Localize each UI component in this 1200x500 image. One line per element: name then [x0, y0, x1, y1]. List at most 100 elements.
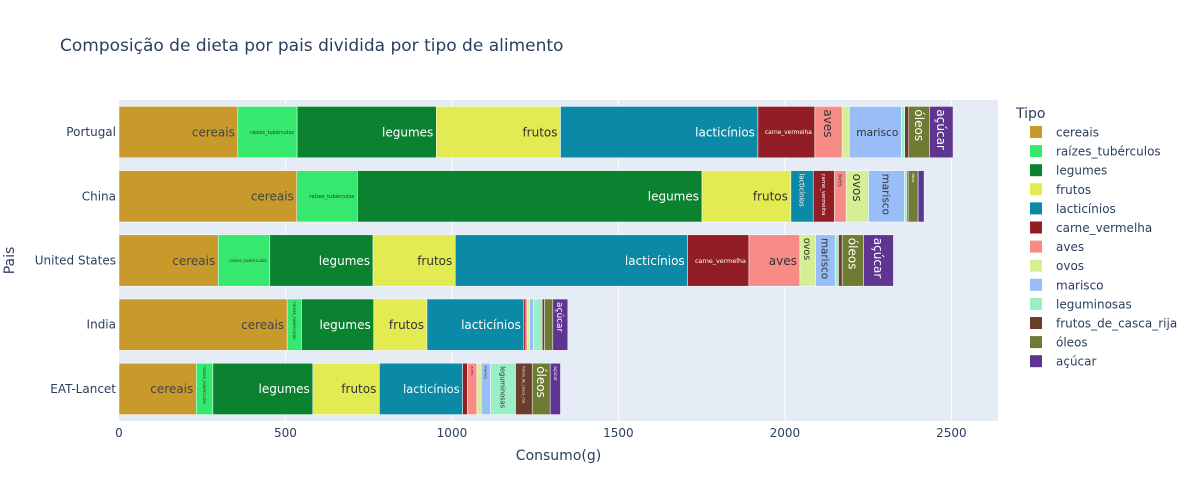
bar[interactable]: [312, 362, 380, 415]
bar[interactable]: [901, 106, 906, 159]
bar[interactable]: [687, 234, 750, 287]
bar-segment[interactable]: frutos: [372, 234, 456, 287]
bar-segment[interactable]: óleos: [908, 106, 930, 159]
bar[interactable]: [426, 298, 525, 351]
legend-item[interactable]: raízes_tubérculos: [1030, 145, 1161, 159]
bar-segment[interactable]: legumes: [301, 298, 374, 351]
bar-segment[interactable]: ovos: [799, 234, 816, 287]
bar[interactable]: [549, 362, 561, 415]
bar[interactable]: [841, 106, 850, 159]
bar[interactable]: [904, 170, 908, 223]
bar[interactable]: [118, 234, 219, 287]
bar[interactable]: [490, 362, 516, 415]
bar[interactable]: [533, 298, 543, 351]
bar-segment[interactable]: [529, 298, 534, 351]
bar-segment[interactable]: frutos: [312, 362, 380, 415]
bar[interactable]: [838, 234, 843, 287]
bar-segment[interactable]: [544, 298, 554, 351]
bar-segment[interactable]: óleos: [908, 170, 919, 223]
bar-segment[interactable]: [527, 298, 530, 351]
bar-segment[interactable]: cereais: [118, 170, 298, 223]
bar[interactable]: [212, 362, 314, 415]
bar-segment[interactable]: legumes: [357, 170, 703, 223]
bar-segment[interactable]: óleos: [531, 362, 551, 415]
legend-item[interactable]: marisco: [1030, 278, 1104, 292]
bar[interactable]: [527, 298, 530, 351]
bar[interactable]: [436, 106, 561, 159]
bar[interactable]: [529, 298, 534, 351]
legend-item[interactable]: legumes: [1030, 164, 1107, 178]
bar-segment[interactable]: frutos: [701, 170, 792, 223]
bar-segment[interactable]: [838, 234, 843, 287]
bar-segment[interactable]: frutos: [373, 298, 428, 351]
bar[interactable]: [929, 106, 954, 159]
bar-segment[interactable]: lacticínios: [790, 170, 814, 223]
legend-item[interactable]: óleos: [1030, 336, 1088, 350]
bar-segment[interactable]: [541, 298, 545, 351]
bar[interactable]: [904, 106, 910, 159]
legend-item[interactable]: frutos_de_casca_rija: [1030, 317, 1177, 331]
bar-segment[interactable]: [476, 362, 482, 415]
legend-item[interactable]: ovos: [1030, 259, 1084, 273]
bar[interactable]: [544, 298, 554, 351]
bar-segment[interactable]: lacticínios: [560, 106, 759, 159]
legend-item[interactable]: carne_vermelha: [1030, 221, 1152, 235]
bar[interactable]: [379, 362, 463, 415]
bar[interactable]: [552, 298, 569, 351]
bar-segment[interactable]: raízes_tubérculos: [195, 362, 214, 415]
bar[interactable]: [917, 170, 925, 223]
bar-segment[interactable]: [841, 106, 850, 159]
bar[interactable]: [523, 298, 527, 351]
bar[interactable]: [301, 298, 374, 351]
bar-segment[interactable]: [533, 298, 543, 351]
bar-segment[interactable]: raízes_tubérculos: [296, 170, 358, 223]
bar-segment[interactable]: óleos: [841, 234, 864, 287]
bar[interactable]: [848, 106, 902, 159]
bar[interactable]: [269, 234, 374, 287]
bar[interactable]: [863, 234, 894, 287]
bar-segment[interactable]: aves: [834, 170, 847, 223]
bar-segment[interactable]: frutos_de_casca_rija: [515, 362, 533, 415]
bar-segment[interactable]: marisco: [815, 234, 836, 287]
bar-segment[interactable]: [901, 106, 906, 159]
bar-segment[interactable]: cereais: [118, 234, 219, 287]
bar-segment[interactable]: açúcar: [929, 106, 954, 159]
bar-segment[interactable]: lacticínios: [426, 298, 525, 351]
bar-segment[interactable]: carne_vermelha: [812, 170, 835, 223]
bar[interactable]: [118, 106, 239, 159]
bar-segment[interactable]: aves: [814, 106, 843, 159]
bar-segment[interactable]: marisco: [848, 106, 902, 159]
bar-segment[interactable]: marisco: [868, 170, 905, 223]
legend-item[interactable]: aves: [1030, 240, 1084, 254]
bar[interactable]: [757, 106, 816, 159]
bar[interactable]: [455, 234, 688, 287]
bar[interactable]: [541, 298, 545, 351]
bar-segment[interactable]: carne_vermelha: [757, 106, 816, 159]
legend-item[interactable]: frutos: [1030, 183, 1091, 197]
bar-segment[interactable]: raízes_tubérculos: [217, 234, 271, 287]
legend-item[interactable]: açúcar: [1030, 355, 1097, 369]
bar-segment[interactable]: [904, 106, 910, 159]
bar[interactable]: [296, 106, 437, 159]
bar-segment[interactable]: ovos: [845, 170, 869, 223]
bar-segment[interactable]: [462, 362, 468, 415]
bar-segment[interactable]: legumes: [269, 234, 374, 287]
bar-segment[interactable]: cereais: [118, 362, 197, 415]
bar-segment[interactable]: açúcar: [863, 234, 894, 287]
bar-segment[interactable]: aves: [748, 234, 801, 287]
bar-segment[interactable]: raízes_tubérculos: [286, 298, 302, 351]
bar-segment[interactable]: lacticínios: [455, 234, 688, 287]
bar[interactable]: [868, 170, 905, 223]
bar-segment[interactable]: [523, 298, 527, 351]
bar-segment[interactable]: raízes_tubérculos: [237, 106, 298, 159]
bar-segment[interactable]: marisco: [481, 362, 491, 415]
bar-segment[interactable]: cereais: [118, 106, 239, 159]
bar-segment[interactable]: aves: [467, 362, 478, 415]
bar[interactable]: [476, 362, 482, 415]
bar-segment[interactable]: legumes: [296, 106, 437, 159]
bar-segment[interactable]: [904, 170, 908, 223]
bar[interactable]: [560, 106, 759, 159]
bar[interactable]: [373, 298, 428, 351]
bar-segment[interactable]: [834, 234, 839, 287]
